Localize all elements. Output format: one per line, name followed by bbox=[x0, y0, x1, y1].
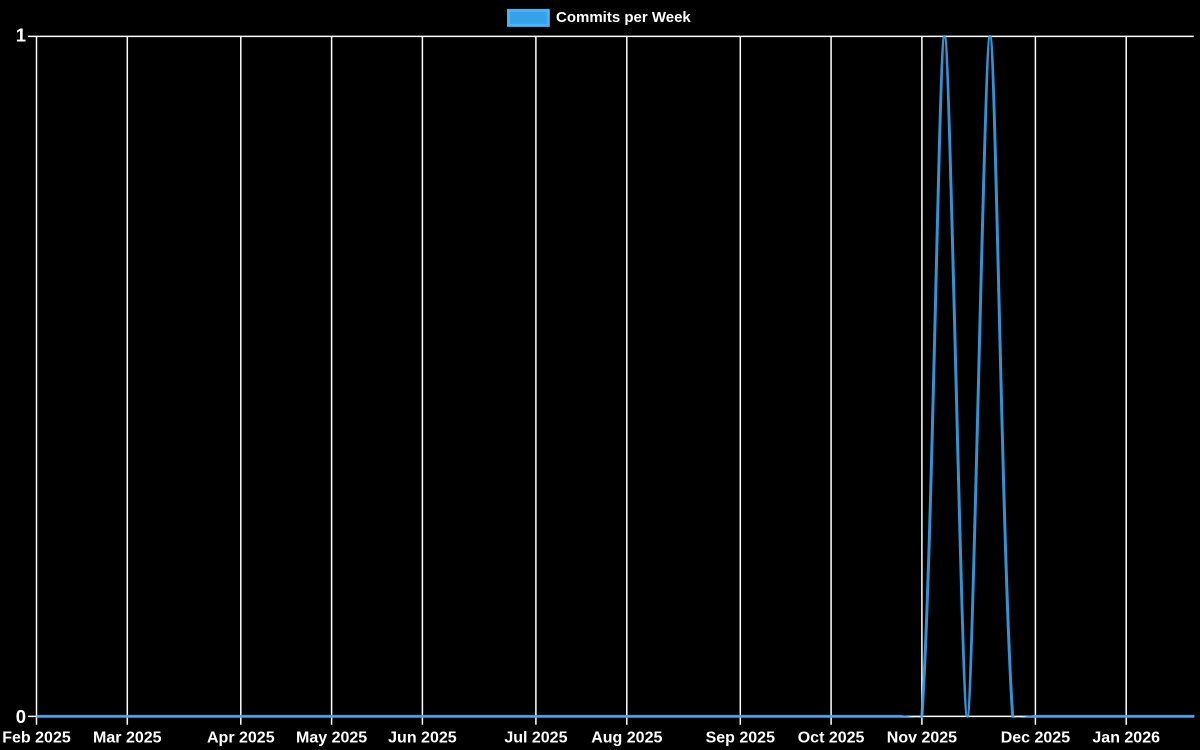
svg-text:Jul 2025: Jul 2025 bbox=[504, 729, 567, 746]
svg-text:0: 0 bbox=[16, 706, 26, 727]
svg-text:Mar 2025: Mar 2025 bbox=[93, 729, 162, 746]
svg-text:Jun 2025: Jun 2025 bbox=[388, 729, 457, 746]
svg-text:Jan 2026: Jan 2026 bbox=[1092, 729, 1160, 746]
svg-text:May 2025: May 2025 bbox=[296, 729, 367, 746]
svg-text:Nov 2025: Nov 2025 bbox=[887, 729, 957, 746]
svg-text:Oct 2025: Oct 2025 bbox=[798, 729, 865, 746]
svg-text:Apr 2025: Apr 2025 bbox=[207, 729, 275, 746]
svg-text:Sep 2025: Sep 2025 bbox=[706, 729, 775, 746]
svg-text:Dec 2025: Dec 2025 bbox=[1001, 729, 1070, 746]
svg-text:Aug 2025: Aug 2025 bbox=[591, 729, 662, 746]
svg-text:Feb 2025: Feb 2025 bbox=[2, 729, 71, 746]
svg-text:1: 1 bbox=[16, 25, 26, 46]
svg-text:Commits per Week: Commits per Week bbox=[556, 9, 691, 26]
